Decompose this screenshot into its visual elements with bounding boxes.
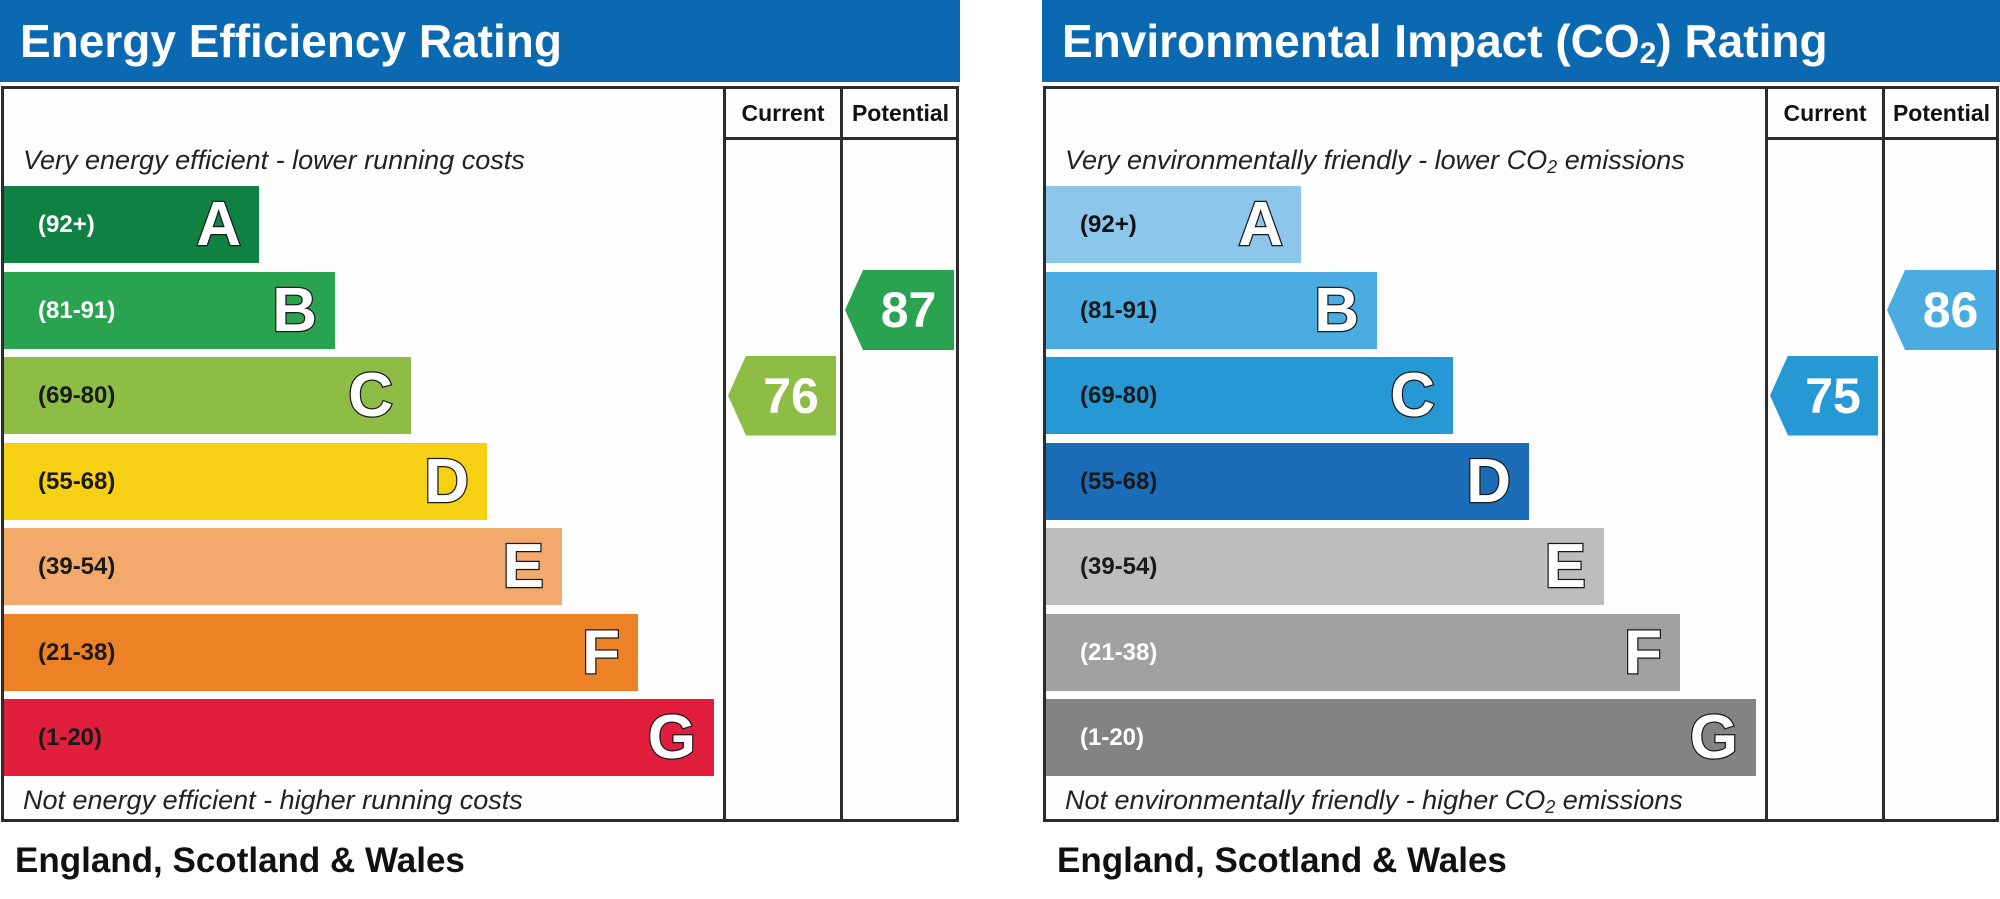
- column-divider: [1882, 89, 1885, 819]
- band-range-label: (69-80): [38, 382, 116, 409]
- band-letter: G: [1689, 702, 1740, 774]
- band-range-label: (39-54): [38, 553, 116, 580]
- band-letter: F: [1623, 616, 1663, 688]
- current-rating-pointer: 76: [728, 355, 836, 436]
- column-divider: [1765, 89, 1768, 819]
- column-header-potential: Potential: [851, 100, 950, 126]
- potential-rating-value: 87: [880, 282, 937, 338]
- band-range-label: (55-68): [38, 467, 116, 495]
- band-g: (1-20) G: [1046, 699, 1756, 776]
- environmental-impact-panel: Environmental Impact (CO2) Rating Curren…: [1042, 0, 2000, 899]
- band-g: (1-20) G: [4, 699, 714, 776]
- band-a: (92+) A: [1046, 186, 1301, 263]
- footer: England, Scotland & Wales: [0, 822, 680, 899]
- band-letter: E: [1543, 531, 1587, 603]
- band-range-label: (21-38): [38, 638, 116, 666]
- bottom-caption: Not environmentally friendly - higher CO…: [1065, 785, 1683, 817]
- band-range-label: (39-54): [1080, 553, 1158, 580]
- current-rating-value: 75: [1805, 367, 1861, 424]
- column-header-current: Current: [1783, 100, 1867, 126]
- band-c: (69-80) C: [1046, 357, 1453, 434]
- rating-frame: Current Potential Very environmentally f…: [1043, 86, 1999, 822]
- band-range-label: (81-91): [1080, 296, 1158, 324]
- band-range-label: (55-68): [1080, 467, 1158, 495]
- energy-efficiency-panel: Energy Efficiency Rating Current Potenti…: [0, 0, 960, 899]
- footer: England, Scotland & Wales: [1042, 822, 1727, 899]
- band-range-label: (81-91): [38, 296, 116, 324]
- header-divider: [1765, 137, 1996, 140]
- band-letter: E: [501, 531, 545, 603]
- column-header-potential: Potential: [1892, 100, 1991, 126]
- rating-frame: Current Potential Very energy efficient …: [1, 86, 959, 822]
- top-caption: Very energy efficient - lower running co…: [23, 145, 525, 175]
- band-a: (92+) A: [4, 186, 259, 263]
- band-letter: A: [195, 189, 242, 261]
- band-letter: A: [1237, 189, 1284, 261]
- band-letter: B: [271, 274, 318, 346]
- band-letter: F: [581, 616, 621, 688]
- potential-rating-value: 86: [1922, 282, 1979, 338]
- band-range-label: (21-38): [1080, 638, 1158, 666]
- band-range-label: (92+): [1080, 211, 1137, 238]
- band-letter: D: [1465, 445, 1512, 517]
- chart-title: Energy Efficiency Rating: [20, 15, 562, 67]
- band-b: (81-91) B: [4, 271, 335, 349]
- band-b: (81-91) B: [1046, 271, 1377, 349]
- band-f: (21-38) F: [4, 613, 638, 691]
- region-label: England, Scotland & Wales: [1057, 841, 1507, 880]
- chart-title: Environmental Impact (CO2) Rating: [1062, 15, 1828, 70]
- current-rating-pointer: 75: [1770, 355, 1878, 436]
- band-range-label: (1-20): [38, 724, 103, 751]
- potential-rating-pointer: 86: [1887, 270, 1996, 350]
- potential-rating-pointer: 87: [845, 270, 954, 350]
- header-divider: [723, 137, 956, 140]
- band-e: (39-54) E: [1046, 528, 1604, 605]
- band-letter: B: [1313, 274, 1360, 346]
- band-range-label: (1-20): [1080, 724, 1145, 751]
- band-c: (69-80) C: [4, 357, 411, 434]
- band-e: (39-54) E: [4, 528, 562, 605]
- title-bar: Environmental Impact (CO2) Rating: [1042, 0, 2000, 82]
- top-caption: Very environmentally friendly - lower CO…: [1065, 145, 1685, 177]
- title-bar: Energy Efficiency Rating: [0, 0, 960, 82]
- band-letter: C: [347, 360, 394, 432]
- band-letter: C: [1389, 360, 1436, 432]
- band-f: (21-38) F: [1046, 613, 1680, 691]
- column-header-current: Current: [741, 100, 825, 126]
- band-range-label: (92+): [38, 211, 95, 238]
- band-range-label: (69-80): [1080, 382, 1158, 409]
- current-rating-value: 76: [763, 367, 819, 424]
- region-label: England, Scotland & Wales: [15, 841, 465, 880]
- column-divider: [840, 89, 843, 819]
- column-divider: [723, 89, 726, 819]
- band-d: (55-68) D: [4, 442, 487, 520]
- band-letter: D: [423, 445, 470, 517]
- bottom-caption: Not energy efficient - higher running co…: [23, 785, 523, 815]
- band-letter: G: [647, 702, 698, 774]
- band-d: (55-68) D: [1046, 442, 1529, 520]
